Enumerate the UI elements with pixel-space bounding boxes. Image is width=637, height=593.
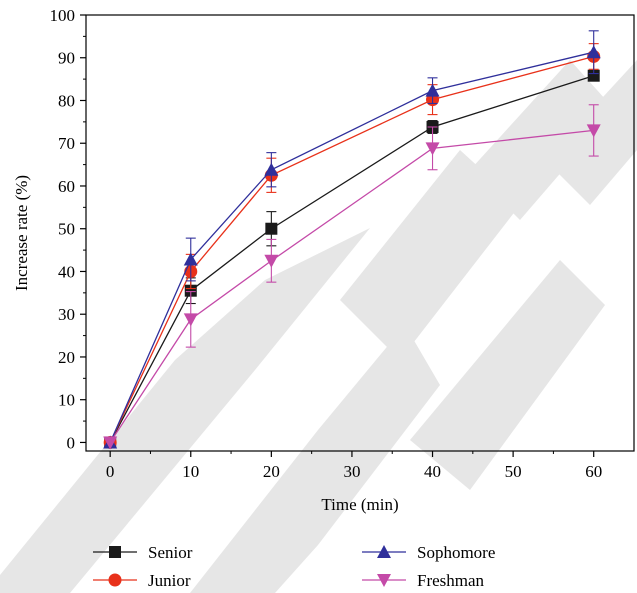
y-tick-label: 30 xyxy=(58,305,75,324)
y-axis: 0 10 20 30 40 50 60 70 80 90 100 xyxy=(50,6,87,452)
x-tick-label: 20 xyxy=(263,462,280,481)
x-tick-label: 30 xyxy=(343,462,360,481)
data-point xyxy=(264,163,278,176)
legend-label: Freshman xyxy=(417,571,485,590)
data-point xyxy=(426,84,440,97)
data-point xyxy=(265,223,277,235)
x-tick-label: 0 xyxy=(106,462,115,481)
y-tick-label: 80 xyxy=(58,91,75,110)
retracted-watermark xyxy=(0,60,637,593)
x-tick-label: 10 xyxy=(182,462,199,481)
legend-label: Sophomore xyxy=(417,543,495,562)
x-tick-label: 60 xyxy=(585,462,602,481)
y-tick-label: 20 xyxy=(58,348,75,367)
y-tick-label: 50 xyxy=(58,220,75,239)
y-tick-label: 10 xyxy=(58,391,75,410)
y-axis-title: Increase rate (%) xyxy=(12,175,31,291)
legend-marker xyxy=(109,574,122,587)
data-point xyxy=(264,255,278,268)
y-tick-label: 0 xyxy=(67,433,76,452)
y-tick-label: 90 xyxy=(58,49,75,68)
legend-label: Senior xyxy=(148,543,193,562)
y-tick-label: 60 xyxy=(58,177,75,196)
legend-label: Junior xyxy=(148,571,191,590)
y-tick-label: 40 xyxy=(58,262,75,281)
x-tick-label: 40 xyxy=(424,462,441,481)
data-point xyxy=(426,142,440,155)
legend-item-freshman: Freshman xyxy=(362,571,485,590)
legend-marker xyxy=(109,546,121,558)
y-tick-label: 70 xyxy=(58,134,75,153)
data-point xyxy=(184,313,198,326)
data-point xyxy=(587,45,601,58)
legend-item-sophomore: Sophomore xyxy=(362,543,495,562)
x-axis-title: Time (min) xyxy=(321,495,398,514)
y-tick-label: 100 xyxy=(50,6,76,25)
legend-item-junior: Junior xyxy=(93,571,191,590)
x-tick-label: 50 xyxy=(505,462,522,481)
